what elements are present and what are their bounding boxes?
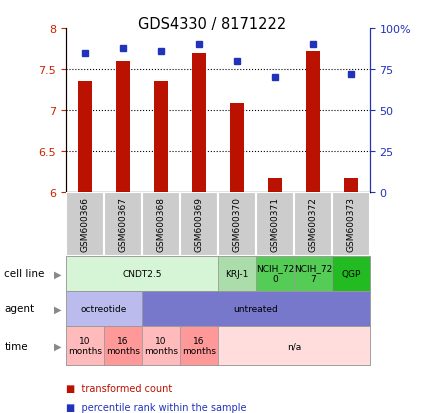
Text: GDS4330 / 8171222: GDS4330 / 8171222 [139,17,286,31]
Bar [104,192,142,256]
Text: 10
months: 10 months [144,336,178,356]
Text: cell line: cell line [4,268,45,279]
Text: 16
months: 16 months [182,336,216,356]
Bar [142,291,370,326]
Bar [332,256,370,291]
Bar [230,104,244,192]
Text: n/a: n/a [286,342,301,350]
Text: agent: agent [4,304,34,314]
Text: ■  transformed count: ■ transformed count [66,383,172,393]
Bar [180,326,218,366]
Text: NCIH_72
7: NCIH_72 7 [294,264,332,283]
Bar [104,326,142,366]
Text: ▶: ▶ [54,268,61,279]
Bar [78,82,92,192]
Text: GSM600368: GSM600368 [156,197,165,252]
Text: GSM600372: GSM600372 [308,197,317,252]
Bar [192,53,206,192]
Bar [343,178,358,192]
Text: QGP: QGP [341,269,360,278]
Text: GSM600371: GSM600371 [270,197,279,252]
Bar [294,192,332,256]
Text: NCIH_72
0: NCIH_72 0 [256,264,294,283]
Text: ▶: ▶ [54,304,61,314]
Bar [66,256,218,291]
Bar [332,192,370,256]
Bar [66,326,104,366]
Bar [142,192,180,256]
Bar [142,326,180,366]
Text: octreotide: octreotide [81,304,127,313]
Bar [294,256,332,291]
Text: ■  percentile rank within the sample: ■ percentile rank within the sample [66,402,246,412]
Text: GSM600366: GSM600366 [80,197,89,252]
Bar [218,326,370,366]
Bar [256,256,294,291]
Bar [306,52,320,192]
Text: CNDT2.5: CNDT2.5 [122,269,162,278]
Bar [66,291,142,326]
Text: ▶: ▶ [54,341,61,351]
Text: KRJ-1: KRJ-1 [225,269,249,278]
Text: GSM600370: GSM600370 [232,197,241,252]
Bar [218,192,256,256]
Text: untreated: untreated [233,304,278,313]
Text: time: time [4,341,28,351]
Bar [153,82,168,192]
Bar [268,178,282,192]
Bar [218,256,256,291]
Text: GSM600373: GSM600373 [346,197,355,252]
Bar [180,192,218,256]
Text: 16
months: 16 months [106,336,140,356]
Text: 10
months: 10 months [68,336,102,356]
Bar [66,192,104,256]
Text: GSM600367: GSM600367 [118,197,127,252]
Bar [256,192,294,256]
Bar [116,62,130,192]
Text: GSM600369: GSM600369 [194,197,203,252]
